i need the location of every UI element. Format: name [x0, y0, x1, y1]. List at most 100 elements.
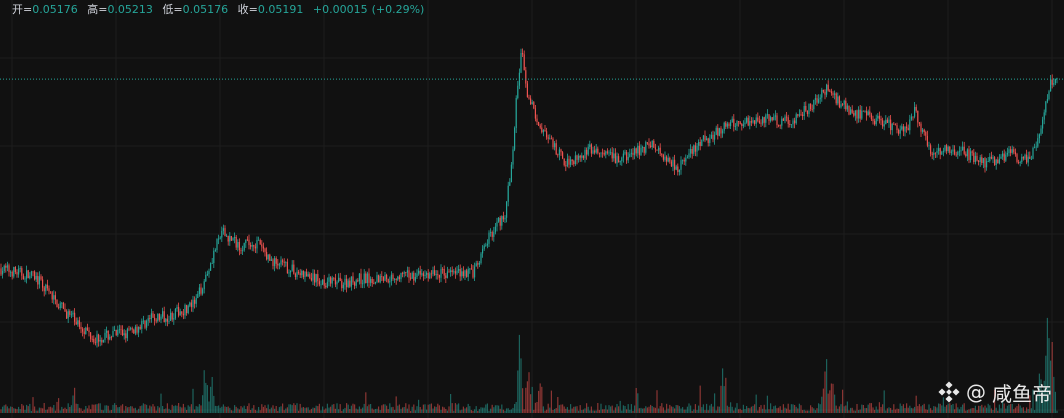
volume-bar-208 [333, 404, 335, 413]
candle-body-617 [987, 161, 989, 162]
candle-body-604 [966, 149, 968, 157]
candle-body-378 [605, 151, 607, 155]
volume-bar-100 [160, 393, 162, 413]
candle-body-118 [189, 302, 191, 306]
volume-bar-27 [43, 403, 45, 413]
volume-bar-615 [984, 405, 986, 413]
volume-bar-500 [800, 405, 802, 413]
candle-body-412 [659, 147, 661, 154]
candle-body-156 [250, 245, 252, 247]
volume-bar-61 [98, 403, 100, 413]
volume-bar-493 [789, 409, 791, 413]
volume-bar-318 [509, 410, 511, 413]
volume-bar-616 [986, 407, 988, 413]
volume-bar-644 [1030, 408, 1032, 413]
candle-body-372 [595, 148, 597, 153]
volume-bar-624 [998, 404, 1000, 413]
candle-body-212 [339, 277, 341, 281]
volume-bar-19 [30, 411, 32, 413]
candle-body-211 [338, 277, 340, 282]
candle-body-490 [784, 116, 786, 121]
volume-bar-344 [550, 390, 552, 413]
low-label: 低= [162, 3, 183, 16]
volume-bar-103 [165, 408, 167, 413]
volume-bar-122 [195, 406, 197, 413]
volume-bar-52 [83, 409, 85, 413]
volume-bar-440 [704, 410, 706, 413]
candle-body-482 [771, 117, 773, 121]
candle-body-15 [24, 278, 26, 280]
volume-bar-54 [86, 408, 88, 413]
candle-body-359 [574, 155, 576, 164]
volume-bar-415 [664, 410, 666, 413]
volume-bar-220 [352, 403, 354, 413]
candle-body-168 [269, 254, 271, 261]
volume-bar-376 [602, 409, 604, 413]
volume-bar-492 [787, 403, 789, 413]
volume-bar-361 [578, 410, 580, 413]
candle-body-10 [16, 272, 18, 275]
volume-bar-476 [762, 408, 764, 413]
candle-body-353 [565, 165, 567, 167]
candle-body-573 [917, 110, 919, 123]
volume-bar-622 [995, 407, 997, 413]
candle-body-374 [598, 152, 600, 154]
candle-body-81 [130, 328, 132, 330]
volume-bar-556 [890, 408, 892, 413]
candle-body-340 [544, 130, 546, 132]
candle-body-208 [333, 277, 335, 279]
candle-body-109 [174, 308, 176, 319]
volume-bar-279 [446, 410, 448, 413]
candle-body-274 [438, 275, 440, 278]
candle-body-291 [466, 270, 468, 277]
volume-bar-271 [434, 406, 436, 413]
candle-body-123 [197, 293, 199, 298]
volume-bar-585 [936, 407, 938, 413]
candle-body-314 [502, 216, 504, 220]
candle-body-625 [1000, 156, 1002, 159]
volume-bar-436 [698, 405, 700, 413]
volume-bar-599 [958, 409, 960, 413]
candle-body-127 [203, 281, 205, 290]
candle-body-236 [378, 275, 380, 283]
volume-bar-2 [3, 405, 5, 413]
candle-body-336 [538, 122, 540, 126]
volume-bar-269 [430, 403, 432, 413]
volume-bar-142 [227, 406, 229, 413]
candle-body-241 [386, 274, 388, 280]
candle-body-483 [773, 116, 775, 121]
volume-bar-55 [88, 405, 90, 413]
volume-bar-555 [888, 407, 890, 413]
volume-bar-427 [683, 409, 685, 413]
volume-bar-69 [110, 410, 112, 413]
candle-body-642 [1027, 156, 1029, 163]
candle-body-267 [427, 273, 429, 279]
candle-body-261 [418, 270, 420, 274]
volume-bar-581 [930, 408, 932, 413]
volume-bar-470 [752, 405, 754, 413]
candle-body-446 [714, 134, 716, 140]
candle-body-627 [1003, 153, 1005, 161]
volume-bar-222 [355, 408, 357, 413]
candle-body-391 [626, 152, 628, 161]
volume-bar-351 [562, 404, 564, 413]
candle-body-219 [350, 276, 352, 287]
volume-bar-212 [339, 404, 341, 413]
volume-bar-490 [784, 407, 786, 413]
candle-body-356 [570, 159, 572, 165]
candle-body-230 [368, 273, 370, 283]
candle-body-103 [165, 318, 167, 322]
volume-bar-110 [176, 405, 178, 413]
candle-body-445 [712, 134, 714, 140]
volume-bar-236 [378, 406, 380, 413]
candle-body-177 [283, 261, 285, 263]
volume-bar-257 [411, 406, 413, 413]
candle-body-423 [677, 166, 679, 173]
candle-body-272 [435, 274, 437, 276]
volume-bar-498 [797, 408, 799, 413]
candle-body-178 [285, 262, 287, 263]
candle-body-552 [883, 124, 885, 127]
candle-body-492 [787, 117, 789, 124]
candle-body-243 [389, 281, 391, 283]
